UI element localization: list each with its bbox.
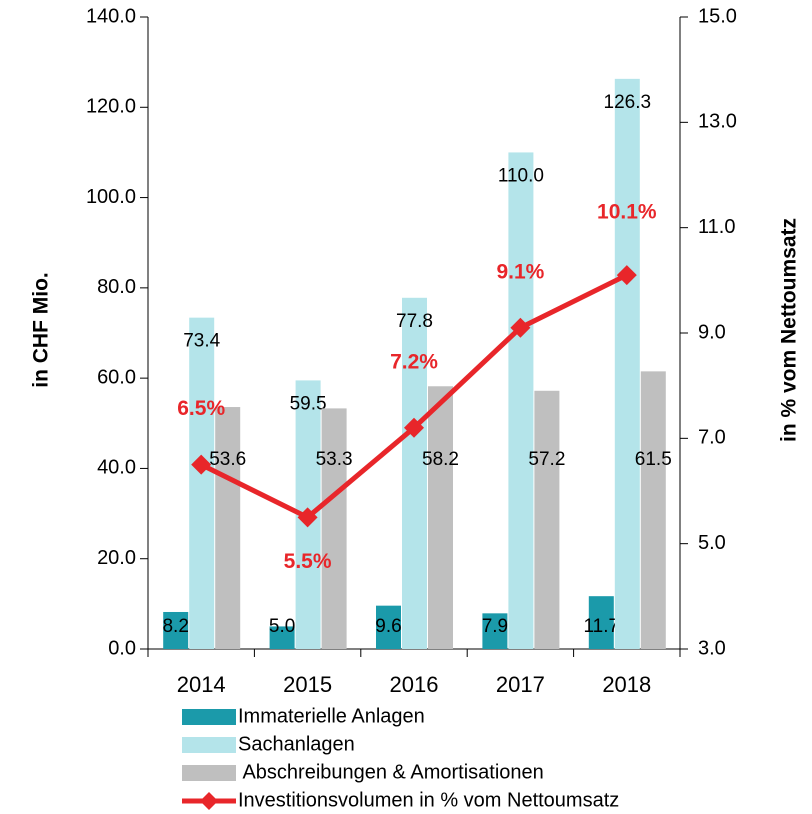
- y2-tick-label: 15.0: [698, 5, 737, 27]
- y2-axis-label: in % vom Nettoumsatz: [778, 218, 801, 442]
- line-marker: [616, 265, 637, 286]
- bar: [215, 407, 241, 649]
- y-tick-label: 80.0: [97, 276, 136, 298]
- y-tick-label: 100.0: [86, 186, 136, 208]
- bar: [189, 317, 215, 649]
- bar: [402, 297, 427, 649]
- bar-value-label: 53.3: [316, 449, 353, 470]
- line-value-label: 9.1%: [496, 260, 544, 283]
- bar: [482, 613, 508, 649]
- x-tick-label: 2016: [390, 672, 439, 697]
- bar: [321, 408, 347, 649]
- bar-value-label: 126.3: [604, 92, 652, 113]
- legend-label: Sachanlagen: [238, 733, 355, 755]
- x-tick-label: 2018: [602, 672, 651, 697]
- y-tick-label: 20.0: [97, 547, 136, 569]
- bar-value-label: 53.6: [209, 449, 246, 470]
- bar-value-label: 7.9: [482, 616, 508, 637]
- bar: [376, 605, 401, 649]
- y-tick-label: 40.0: [97, 457, 136, 479]
- bar-value-label: 11.7: [584, 616, 620, 637]
- bar-value-label: 9.6: [375, 616, 401, 637]
- bar-value-label: 58.2: [422, 449, 459, 470]
- x-tick-label: 2017: [496, 672, 545, 697]
- line-value-label: 7.2%: [390, 350, 438, 373]
- y-axis-label: in CHF Mio.: [30, 272, 53, 387]
- y-tick-label: 0.0: [108, 637, 136, 659]
- bar-value-label: 59.5: [290, 393, 327, 414]
- y-tick-label: 120.0: [86, 96, 136, 118]
- line-marker: [191, 454, 212, 475]
- legend-label: Investitionsvolumen in % vom Nettoumsatz: [238, 789, 619, 811]
- legend-swatch: [182, 737, 236, 753]
- y2-tick-label: 11.0: [698, 216, 735, 238]
- line-marker: [404, 417, 424, 438]
- bar: [534, 390, 560, 649]
- y-tick-label: 60.0: [97, 366, 136, 388]
- bar-value-label: 110.0: [498, 165, 544, 186]
- line-value-label: 5.5%: [284, 550, 332, 573]
- y-tick-label: 140.0: [86, 5, 136, 27]
- y2-tick-label: 3.0: [698, 637, 726, 659]
- legend-label: Immaterielle Anlagen: [238, 705, 425, 727]
- bar-value-label: 77.8: [396, 311, 433, 332]
- bar-value-label: 8.2: [162, 616, 188, 637]
- bar: [269, 626, 295, 649]
- bar-value-label: 57.2: [528, 449, 565, 470]
- legend-swatch: [182, 765, 236, 781]
- y2-tick-label: 7.0: [698, 427, 726, 449]
- legend-swatch: [182, 709, 236, 725]
- bar: [640, 371, 666, 649]
- line-marker: [510, 317, 531, 338]
- legend-label: Abschreibungen & Amortisationen: [238, 761, 544, 783]
- x-tick-label: 2014: [177, 672, 226, 697]
- y2-tick-label: 9.0: [698, 321, 726, 343]
- y2-tick-label: 13.0: [698, 111, 737, 133]
- line-value-label: 10.1%: [597, 201, 657, 224]
- bar-value-label: 73.4: [183, 331, 220, 352]
- legend-swatch: [200, 792, 218, 810]
- x-tick-label: 2015: [283, 672, 332, 697]
- line-marker: [297, 507, 318, 528]
- bar: [508, 152, 534, 649]
- bar: [614, 78, 640, 650]
- bar-value-label: 61.5: [635, 449, 672, 470]
- bar-value-label: 5.0: [269, 616, 295, 637]
- bar: [163, 611, 189, 649]
- y2-tick-label: 5.0: [698, 532, 726, 554]
- bar: [428, 386, 453, 649]
- line-value-label: 6.5%: [177, 397, 225, 420]
- bar: [588, 596, 614, 649]
